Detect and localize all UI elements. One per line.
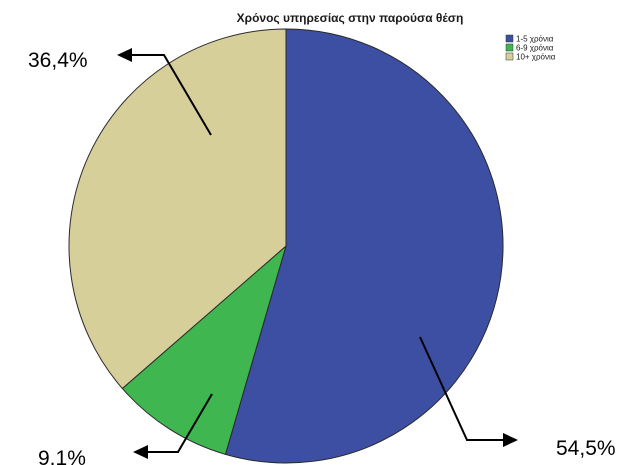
arrow-9-1: [146, 393, 213, 453]
pie-slices: [68, 28, 504, 464]
arrow-head-9-1: [133, 445, 148, 459]
annotation-arrows: [117, 48, 518, 459]
chart-title: Χρόνος υπηρεσίας στην παρούσα θέση: [237, 11, 464, 25]
legend-swatch-1-5: [505, 34, 514, 43]
arrow-54-5: [419, 336, 506, 441]
legend-label-1-5: 1-5 χρόνια: [516, 35, 554, 44]
arrow-head-36-4: [117, 48, 132, 62]
legend-label-10-plus: 10+ χρόνια: [516, 53, 556, 62]
pie-slice-10-plus: [68, 28, 287, 390]
pie-slice-1-5: [224, 28, 504, 464]
legend: 1-5 χρόνια 6-9 χρόνια 10+ χρόνια: [505, 34, 556, 62]
legend-swatch-10-plus: [505, 52, 514, 61]
arrow-head-54-5: [503, 433, 518, 447]
legend-label-6-9: 6-9 χρόνια: [516, 44, 554, 53]
data-label-54-5: 54,5%: [556, 437, 616, 460]
pie-slice-6-9: [121, 244, 287, 456]
legend-swatch-6-9: [505, 43, 514, 52]
data-label-9-1: 9.1%: [38, 447, 86, 465]
data-label-36-4: 36,4%: [28, 49, 88, 72]
arrow-36-4: [130, 54, 212, 136]
